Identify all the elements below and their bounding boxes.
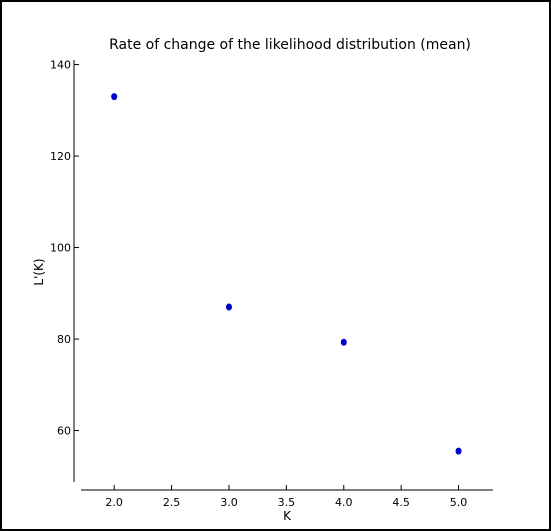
data-point (340, 338, 347, 346)
chart-title: Rate of change of the likelihood distrib… (109, 37, 471, 53)
x-axis-label: K (283, 509, 292, 523)
x-tick-label: 3.0 (220, 496, 238, 509)
x-tick-label: 4.5 (392, 496, 410, 509)
y-axis-label: L'(K) (32, 258, 46, 285)
y-tick-label: 100 (50, 242, 71, 255)
y-tick-label: 120 (50, 150, 71, 163)
data-point (455, 447, 462, 455)
x-tick-label: 2.5 (163, 496, 181, 509)
y-tick-label: 140 (50, 59, 71, 72)
x-tick-label: 3.5 (278, 496, 296, 509)
y-tick-label: 60 (57, 425, 71, 438)
y-ticks: 60 80 100 120 140 (50, 59, 79, 438)
data-point (111, 93, 118, 101)
data-points (111, 93, 462, 455)
x-tick-label: 2.0 (105, 496, 123, 509)
y-tick-label: 80 (57, 333, 71, 346)
x-tick-label: 5.0 (450, 496, 468, 509)
x-tick-label: 4.0 (335, 496, 353, 509)
data-point (225, 303, 232, 311)
x-ticks: 2.0 2.5 3.0 3.5 4.0 4.5 5.0 (105, 485, 467, 509)
